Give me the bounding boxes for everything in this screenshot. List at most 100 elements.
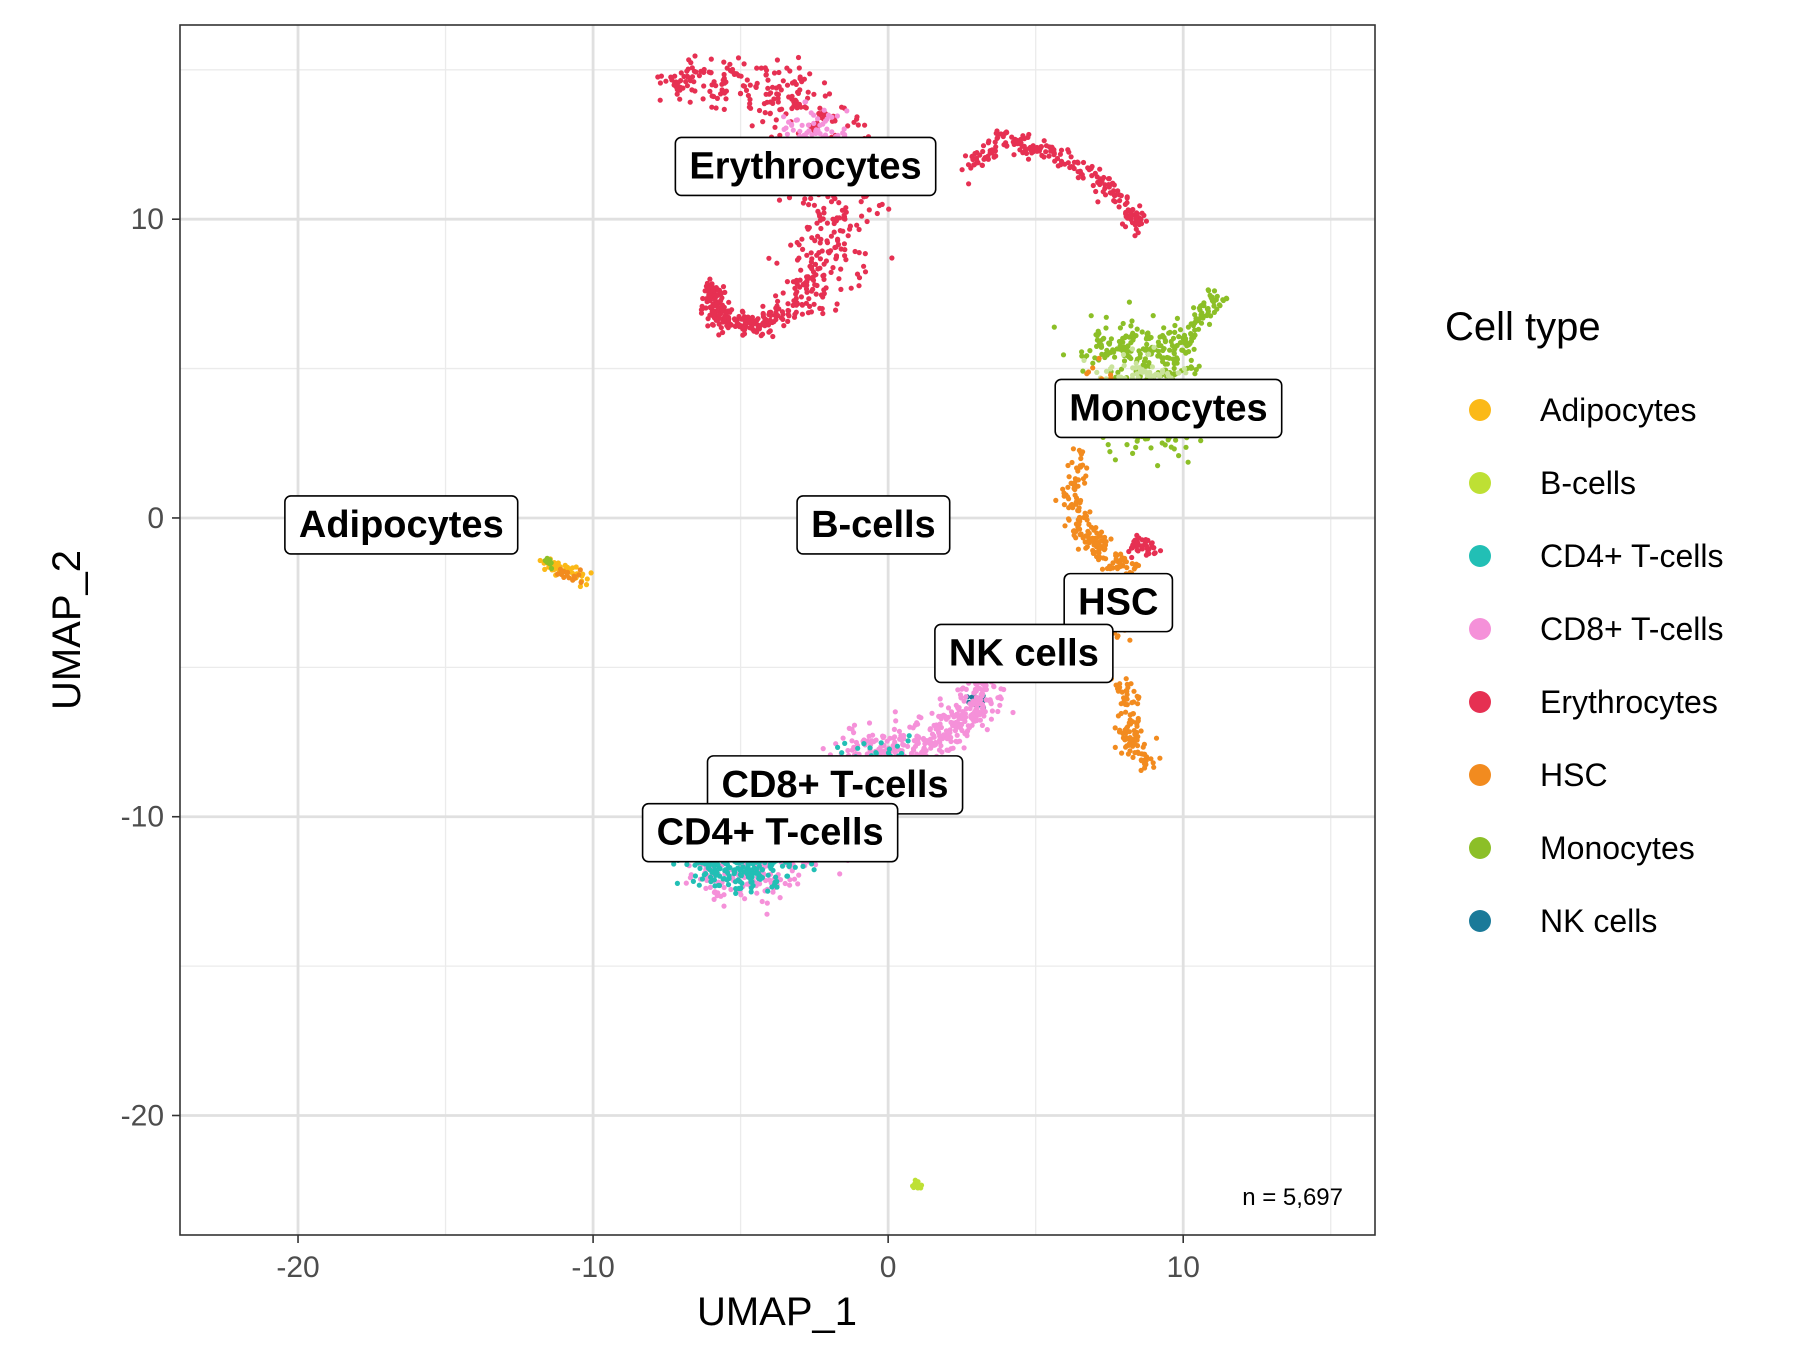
data-point (785, 307, 791, 314)
data-point (742, 896, 748, 902)
data-point (785, 318, 791, 324)
data-point (1116, 204, 1122, 210)
data-point (748, 871, 755, 877)
data-point (1179, 347, 1185, 353)
data-point (1128, 681, 1134, 687)
data-point (791, 314, 798, 320)
data-point (789, 868, 795, 874)
data-point (993, 153, 999, 159)
data-point (948, 709, 955, 715)
data-point (548, 565, 555, 572)
data-point (880, 735, 886, 741)
legend-label: CD4+ T-cells (1540, 538, 1723, 574)
data-point (805, 274, 811, 280)
data-point (776, 306, 782, 312)
data-point (1075, 160, 1081, 166)
data-point (1142, 347, 1148, 353)
data-point (1191, 334, 1197, 340)
data-point (844, 108, 850, 114)
data-point (723, 310, 729, 316)
data-point (962, 153, 969, 159)
data-point (580, 571, 586, 577)
data-point (747, 82, 753, 88)
data-point (899, 734, 905, 740)
data-point (937, 696, 943, 702)
data-point (754, 329, 760, 335)
data-point (1079, 349, 1085, 355)
data-point (994, 128, 1000, 134)
data-point (791, 103, 797, 109)
data-point (1134, 356, 1140, 362)
data-point (1112, 725, 1118, 731)
data-point (931, 722, 937, 729)
data-point (805, 89, 811, 95)
data-point (714, 893, 720, 899)
data-point (1078, 531, 1084, 537)
data-point (1167, 329, 1173, 335)
data-point (1135, 695, 1141, 702)
data-point (1172, 329, 1178, 335)
legend-swatch (1469, 910, 1491, 932)
y-tick-label: 0 (147, 502, 164, 535)
data-point (715, 304, 721, 310)
data-point (791, 298, 797, 304)
data-point (703, 885, 709, 892)
data-point (1173, 437, 1179, 443)
data-point (845, 747, 851, 754)
data-point (677, 96, 683, 102)
data-point (777, 132, 783, 138)
data-point (747, 325, 753, 331)
data-point (707, 276, 713, 282)
data-point (1130, 365, 1136, 371)
data-point (1103, 539, 1109, 545)
data-point (1113, 192, 1119, 198)
data-point (955, 687, 961, 693)
data-point (796, 101, 803, 107)
data-point (544, 555, 550, 562)
data-point (689, 74, 696, 80)
data-point (759, 898, 765, 905)
data-point (671, 861, 677, 867)
data-point (1080, 175, 1086, 181)
data-point (691, 79, 697, 85)
data-point (1161, 355, 1167, 361)
data-point (835, 744, 841, 751)
data-point (1084, 465, 1090, 471)
data-point (1115, 188, 1121, 194)
data-point (723, 96, 729, 102)
data-point (811, 202, 818, 208)
data-point (1131, 740, 1137, 747)
data-point (1057, 151, 1063, 157)
data-point (1095, 199, 1101, 205)
data-point (966, 181, 972, 187)
data-point (1092, 549, 1098, 555)
data-point (1001, 686, 1007, 693)
data-point (765, 77, 771, 83)
data-point (828, 233, 835, 239)
data-point (986, 138, 992, 144)
data-point (792, 864, 798, 870)
data-point (803, 286, 810, 292)
data-point (1034, 148, 1040, 154)
data-point (741, 61, 747, 67)
data-point (800, 246, 806, 252)
data-point (985, 153, 991, 159)
data-point (936, 747, 943, 753)
data-point (1155, 371, 1161, 377)
data-point (828, 269, 834, 275)
axis-ticks: -20 -10 0 10 -20 -10 0 10 (121, 203, 1200, 1284)
data-point (843, 257, 849, 263)
data-point (787, 882, 793, 888)
data-point (1065, 484, 1071, 490)
data-point (1106, 176, 1112, 182)
data-point (1100, 555, 1106, 561)
legend-swatch (1469, 399, 1491, 421)
data-point (1106, 350, 1112, 356)
data-point (1010, 709, 1016, 716)
data-point (927, 736, 934, 742)
data-point (811, 120, 817, 126)
data-point (1129, 318, 1135, 324)
data-point (706, 863, 712, 869)
data-point (1124, 194, 1130, 200)
